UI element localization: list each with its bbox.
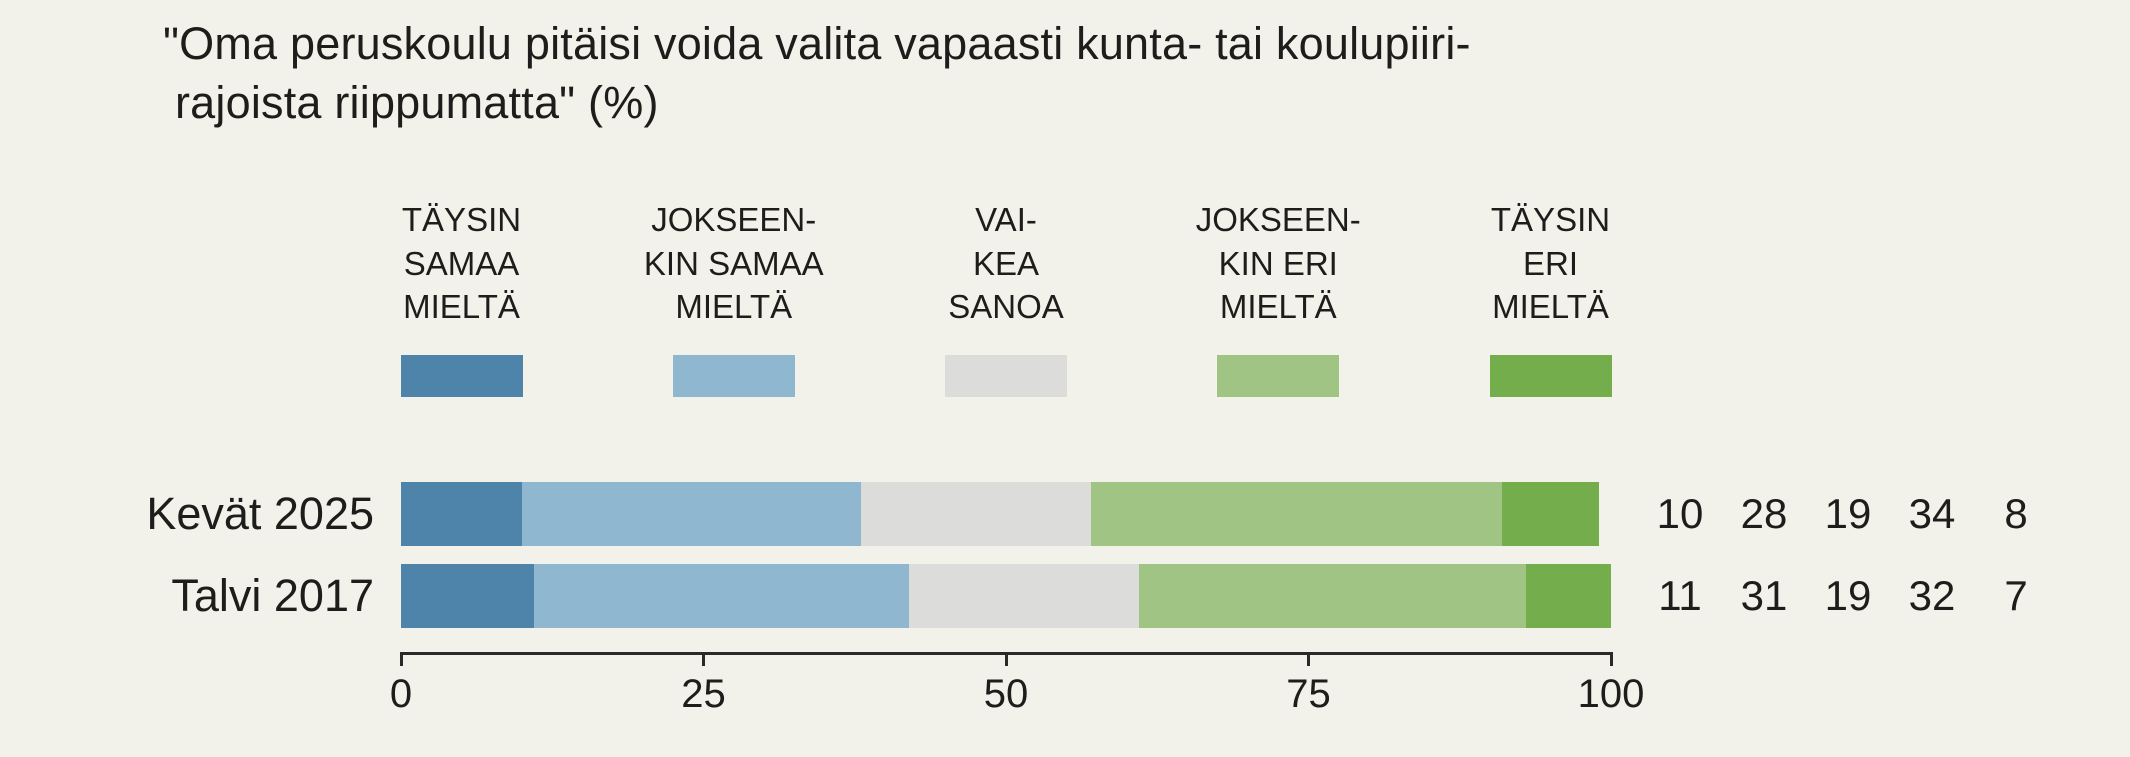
x-axis-tick-label: 0 (389, 672, 413, 716)
x-axis-tick-mark (1609, 652, 1613, 666)
bar-segment (909, 564, 1140, 628)
bar-segment (534, 564, 910, 628)
legend-item: VAI- KEA SANOA (856, 198, 1156, 397)
bar-segment (401, 482, 522, 546)
value-labels-row: 10 28 19 34 8 (1638, 482, 2058, 546)
legend-swatch (672, 354, 795, 397)
x-axis-tick-label: 50 (983, 672, 1029, 716)
x-axis-tick-label: 75 (1286, 672, 1331, 716)
chart-title-line2: rajoista riippumatta" (%) (175, 77, 659, 129)
value-label: 19 (1824, 490, 1872, 537)
bar-row (401, 564, 1611, 628)
bar-segment (1526, 564, 1611, 628)
legend-label: TÄYSIN SAMAA MIELTÄ (401, 201, 522, 326)
bar-segment (522, 482, 861, 546)
row-label: Talvi 2017 (171, 570, 374, 621)
value-label: 28 (1740, 490, 1788, 537)
legend-item: TÄYSIN SAMAA MIELTÄ (312, 198, 612, 397)
legend-label: JOKSEEN- KIN SAMAA MIELTÄ (643, 201, 824, 326)
bar-segment (1139, 564, 1527, 628)
x-axis-tick-mark (399, 652, 403, 666)
value-label: 31 (1740, 572, 1788, 619)
legend-swatch (1489, 354, 1612, 397)
value-label: 8 (2004, 490, 2028, 537)
legend-swatch (1217, 354, 1340, 397)
legend-swatch (945, 354, 1067, 397)
bar-row (401, 482, 1611, 546)
value-label: 32 (1908, 572, 1956, 619)
x-axis-tick-mark (702, 652, 705, 666)
legend-item: JOKSEEN- KIN SAMAA MIELTÄ (584, 198, 884, 397)
legend-label: TÄYSIN ERI MIELTÄ (1490, 201, 1611, 326)
legend-label: VAI- KEA SANOA (948, 201, 1064, 326)
value-label: 34 (1908, 490, 1956, 537)
value-label: 11 (1658, 572, 1702, 619)
legend-item: JOKSEEN- KIN ERI MIELTÄ (1128, 198, 1428, 397)
bar-segment (1502, 482, 1599, 546)
value-label: 10 (1656, 490, 1704, 537)
bar-segment (401, 564, 535, 628)
row-label: Kevät 2025 (146, 488, 374, 539)
legend-swatch (400, 354, 523, 397)
x-axis-tick-mark (1004, 652, 1008, 666)
x-axis-tick-label: 100 (1577, 672, 1645, 716)
value-labels-row: 11 31 19 32 7 (1638, 564, 2058, 628)
chart-title: "Oma peruskoulu pitäisi voida valita vap… (163, 14, 1471, 133)
x-axis-tick-label: 25 (681, 672, 726, 716)
legend-item: TÄYSIN ERI MIELTÄ (1401, 198, 1701, 397)
value-label: 19 (1824, 572, 1872, 619)
x-axis-tick-mark (1307, 652, 1310, 666)
bar-segment (860, 482, 1091, 546)
chart-title-line1: "Oma peruskoulu pitäisi voida valita vap… (163, 18, 1471, 69)
value-label: 7 (2004, 572, 2028, 619)
legend-label: JOKSEEN- KIN ERI MIELTÄ (1195, 201, 1361, 326)
bar-segment (1090, 482, 1503, 546)
